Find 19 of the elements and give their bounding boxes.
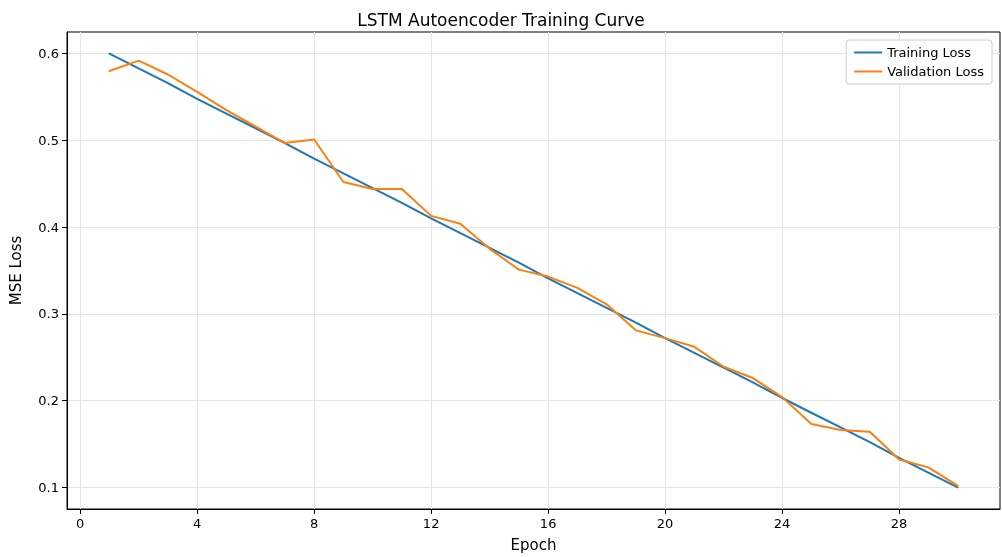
- y-tick-label: 0.3: [38, 306, 59, 322]
- y-axis-title: MSE Loss: [6, 235, 25, 306]
- x-tick-label: 20: [656, 516, 674, 531]
- x-tick-label: 12: [422, 516, 440, 531]
- y-tick-label: 0.4: [38, 219, 59, 235]
- x-tick-label: 4: [193, 516, 202, 531]
- legend-label: Training Loss: [886, 45, 972, 60]
- y-tick-label: 0.6: [38, 46, 59, 62]
- x-tick-label: 8: [310, 516, 319, 531]
- x-tick-label: 28: [890, 516, 908, 531]
- y-tick-label: 0.1: [38, 479, 59, 495]
- chart-title: LSTM Autoencoder Training Curve: [357, 9, 645, 30]
- x-tick-label: 16: [539, 516, 557, 531]
- x-tick-label: 0: [76, 516, 85, 531]
- x-axis-title: Epoch: [510, 535, 557, 554]
- legend-label: Validation Loss: [887, 64, 985, 79]
- y-tick-label: 0.5: [38, 132, 59, 148]
- x-tick-label: 24: [773, 516, 791, 531]
- y-tick-label: 0.2: [38, 393, 59, 409]
